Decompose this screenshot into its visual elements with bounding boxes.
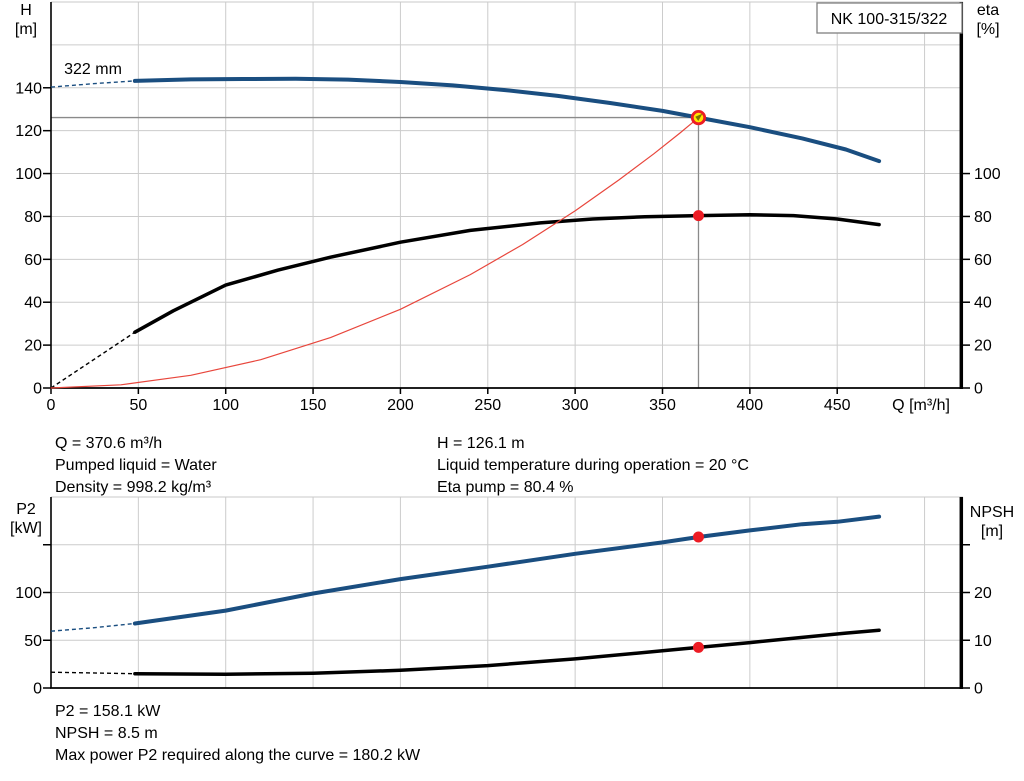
p2-readout: P2 = 158.1 kW	[55, 703, 161, 720]
pump-model-label: NK 100-315/322	[831, 11, 948, 28]
duty-point-p2	[692, 531, 704, 543]
left-tick-label: 0	[33, 681, 42, 698]
right-axis-title: NPSH	[970, 504, 1014, 521]
x-tick-label: 0	[47, 397, 56, 414]
x-tick-label: 50	[129, 397, 147, 414]
liquid-readout: Pumped liquid = Water	[55, 457, 217, 474]
flow-readout: Q = 370.6 m³/h	[55, 435, 163, 452]
left-tick-label: 100	[15, 166, 42, 183]
right-tick-label: 20	[974, 338, 992, 355]
x-tick-label: 150	[300, 397, 327, 414]
hq-chart: 0 50 100 150 200 250 300 350 400 450 Q [m³/h]02040…	[15, 1, 1001, 414]
duty-point-npsh	[692, 641, 704, 653]
right-tick-label: 20	[974, 585, 992, 602]
right-tick-label: 40	[974, 295, 992, 312]
left-axis-title: [m]	[15, 21, 37, 38]
left-axis-title: [kW]	[10, 520, 42, 537]
left-tick-label: 120	[15, 123, 42, 140]
right-tick-label: 100	[974, 166, 1001, 183]
right-tick-label: 0	[974, 381, 983, 398]
x-tick-label: 200	[387, 397, 414, 414]
left-tick-label: 140	[15, 80, 42, 97]
left-tick-label: 0	[33, 381, 42, 398]
density-readout: Density = 998.2 kg/m³	[55, 479, 212, 496]
x-axis-title: Q [m³/h]	[892, 397, 950, 414]
left-tick-label: 20	[24, 338, 42, 355]
power-readout: P2 = 158.1 kW NPSH = 8.5 m Max power P2 …	[55, 701, 420, 767]
affinity-parabola	[50, 120, 695, 389]
efficiency-curve	[133, 212, 881, 334]
left-tick-label: 60	[24, 252, 42, 269]
x-tick-label: 450	[824, 397, 851, 414]
p2-chart: 0 50 100 0 10 20 P2 [kW] NPSH [m]	[10, 496, 1014, 698]
left-axis-title: H	[20, 2, 32, 19]
efficiency-curve-dashed	[50, 331, 136, 389]
p2-curve-dashed	[50, 622, 135, 632]
head-readout: H = 126.1 m	[437, 435, 525, 452]
right-axis-title: [%]	[976, 21, 999, 38]
npsh-curve	[133, 628, 881, 676]
right-tick-label: 80	[974, 209, 992, 226]
temperature-readout: Liquid temperature during operation = 20…	[437, 457, 749, 474]
max-p2-readout: Max power P2 required along the curve = …	[55, 747, 421, 764]
duty-arrow-icon	[695, 113, 703, 121]
x-tick-label: 100	[212, 397, 239, 414]
left-tick-label: 100	[15, 585, 42, 602]
left-tick-label: 80	[24, 209, 42, 226]
duty-readout-left: Q = 370.6 m³/h Pumped liquid = Water Den…	[55, 433, 217, 499]
duty-point-eta	[692, 210, 704, 222]
left-tick-label: 40	[24, 295, 42, 312]
left-tick-label: 50	[24, 633, 42, 650]
curve-size-label: 322 mm	[64, 61, 122, 78]
right-tick-label: 0	[974, 681, 983, 698]
duty-readout-right: H = 126.1 m Liquid temperature during op…	[437, 433, 749, 499]
x-tick-label: 250	[474, 397, 501, 414]
right-axis-title: eta	[977, 2, 999, 19]
right-axis-title: [m]	[981, 523, 1003, 540]
head-curve	[132, 76, 882, 164]
eta-readout: Eta pump = 80.4 %	[437, 479, 574, 496]
x-tick-label: 300	[562, 397, 589, 414]
pump-model-box	[816, 2, 963, 34]
right-tick-label: 60	[974, 252, 992, 269]
p2-curve	[132, 514, 882, 626]
x-tick-label: 350	[649, 397, 676, 414]
left-axis-title: P2	[16, 501, 36, 518]
x-tick-label: 400	[736, 397, 763, 414]
npsh-curve-dashed	[50, 671, 135, 675]
right-tick-label: 10	[974, 633, 992, 650]
head-curve-dashed	[50, 80, 135, 88]
npsh-readout: NPSH = 8.5 m	[55, 725, 158, 742]
